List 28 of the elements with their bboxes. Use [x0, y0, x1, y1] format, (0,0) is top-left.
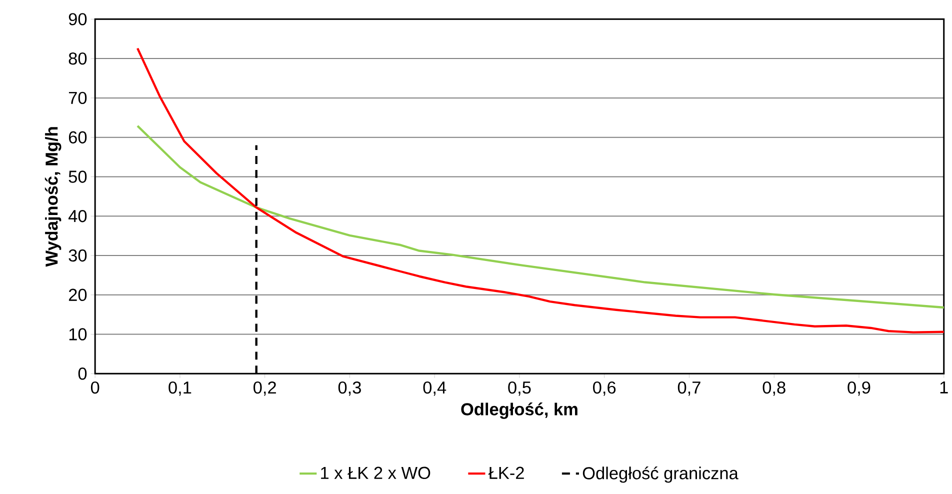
- x-tick-label: 0,9: [848, 382, 870, 396]
- legend-label: ŁK-2: [488, 466, 524, 480]
- y-tick-label: 30: [68, 250, 87, 262]
- x-tick-label: 0,6: [593, 382, 616, 396]
- y-tick-label: 10: [69, 328, 87, 341]
- y-tick-label: 60: [68, 131, 87, 144]
- y-tick-label: 50: [68, 170, 87, 183]
- x-tick-label: 0,8: [762, 382, 786, 396]
- y-tick-label: 70: [68, 92, 87, 104]
- y-tick-label: 20: [68, 288, 87, 302]
- x-tick-label: 0: [90, 382, 100, 394]
- y-axis-title: Wydajność, Mg/h: [44, 127, 62, 267]
- legend-label: Odległość graniczna: [582, 466, 738, 483]
- x-tick-label: 1: [940, 382, 948, 394]
- x-tick-label: 0,1: [168, 382, 192, 396]
- legend-label: 1 x ŁK 2 x WO: [321, 466, 430, 480]
- x-tick-label: 0,5: [508, 382, 531, 396]
- line-series: [136, 124, 945, 309]
- line-series: [136, 47, 945, 334]
- y-tick-label: 40: [68, 210, 87, 222]
- y-tick-label: 0: [78, 368, 87, 380]
- x-axis-title: Odległość, km: [461, 402, 578, 420]
- x-tick-label: 0,7: [678, 382, 700, 396]
- y-tick-label: 80: [68, 52, 87, 65]
- y-tick-label: 90: [68, 13, 87, 26]
- x-tick-label: 0,2: [254, 382, 276, 396]
- x-tick-label: 0,3: [338, 382, 361, 396]
- x-tick-label: 0,4: [423, 382, 446, 396]
